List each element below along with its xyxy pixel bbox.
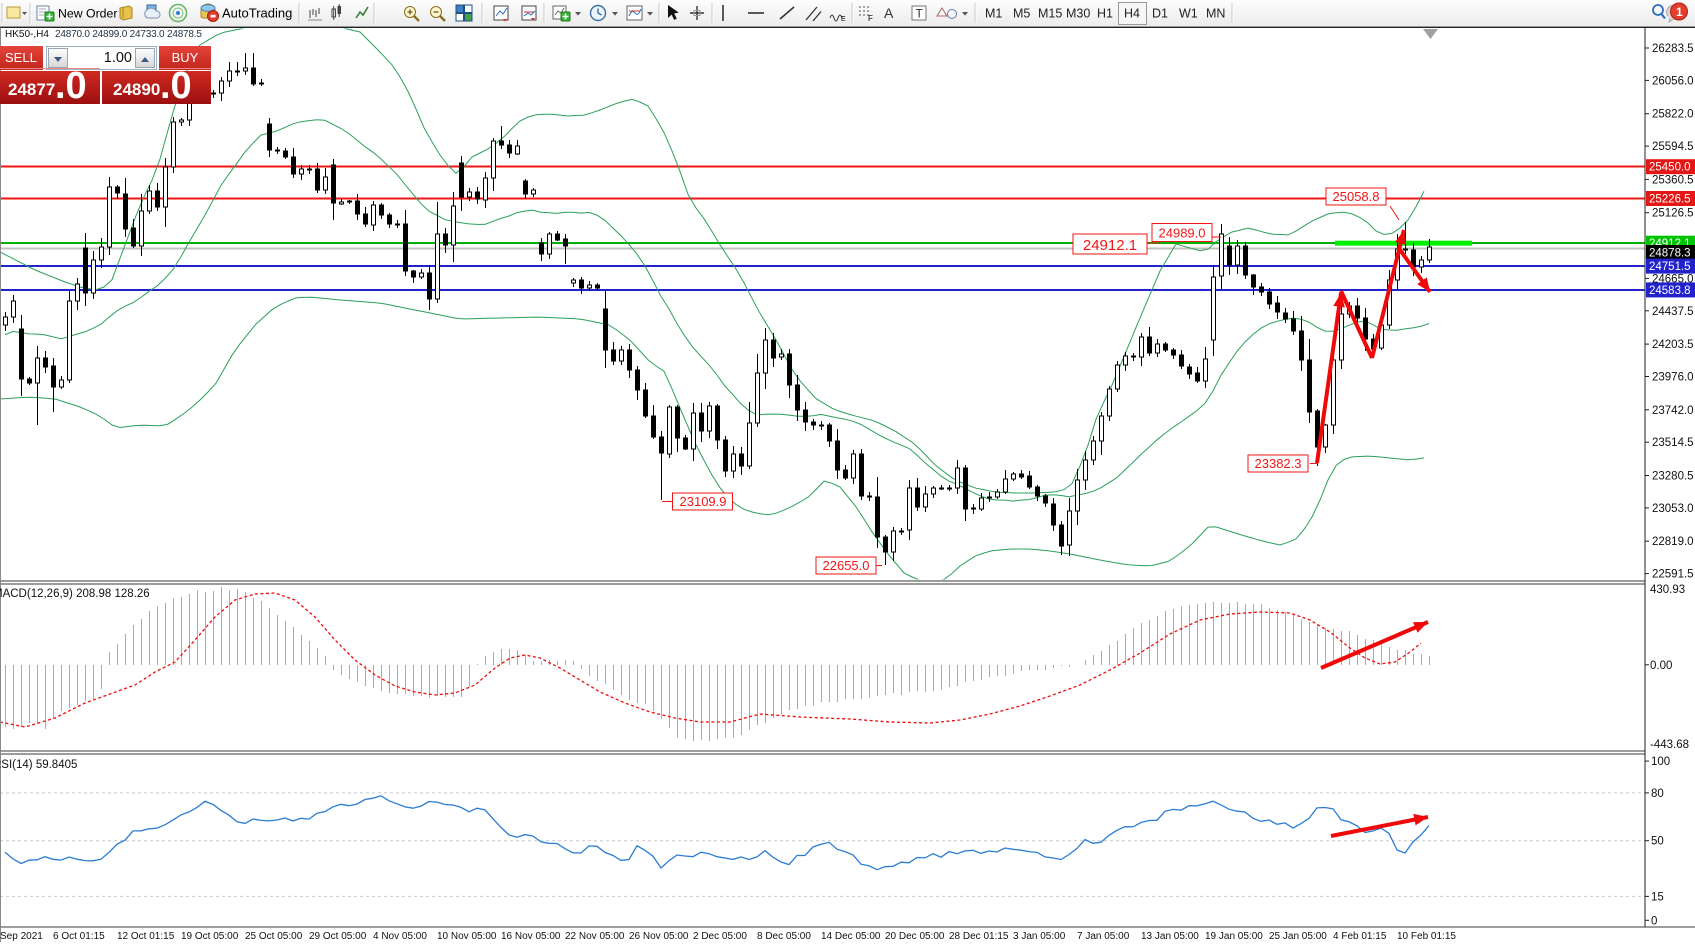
svg-text:25 Jan 05:00: 25 Jan 05:00: [1269, 931, 1327, 942]
svg-text:24878.3: 24878.3: [1649, 248, 1691, 260]
svg-text:22819.0: 22819.0: [1652, 536, 1694, 548]
svg-text:19 Oct 05:00: 19 Oct 05:00: [181, 931, 239, 942]
svg-text:M5: M5: [1013, 7, 1030, 21]
svg-text:M30: M30: [1066, 7, 1090, 21]
svg-text:20 Dec 05:00: 20 Dec 05:00: [885, 931, 945, 942]
svg-text:23280.5: 23280.5: [1652, 471, 1694, 483]
svg-text:M1: M1: [985, 7, 1002, 21]
svg-text:7 Jan 05:00: 7 Jan 05:00: [1077, 931, 1130, 942]
svg-text:3 Jan 05:00: 3 Jan 05:00: [1013, 931, 1066, 942]
svg-text:Sep 2021: Sep 2021: [0, 931, 43, 942]
svg-text:22655.0: 22655.0: [823, 558, 870, 573]
svg-text:19 Jan 05:00: 19 Jan 05:00: [1205, 931, 1263, 942]
svg-text:29 Oct 05:00: 29 Oct 05:00: [309, 931, 367, 942]
svg-text:50: 50: [1651, 836, 1664, 848]
svg-text:E: E: [841, 16, 846, 23]
svg-text:25450.0: 25450.0: [1649, 162, 1691, 174]
svg-text:22 Nov 05:00: 22 Nov 05:00: [565, 931, 625, 942]
svg-text:25058.8: 25058.8: [1333, 189, 1380, 204]
svg-text:H4: H4: [1124, 7, 1140, 21]
svg-text:25360.5: 25360.5: [1652, 174, 1694, 186]
svg-text:25822.0: 25822.0: [1652, 109, 1694, 121]
svg-text:22591.5: 22591.5: [1652, 569, 1694, 581]
svg-text:AutoTrading: AutoTrading: [222, 6, 292, 21]
svg-text:13 Jan 05:00: 13 Jan 05:00: [1141, 931, 1199, 942]
svg-text:23109.9: 23109.9: [680, 494, 727, 509]
svg-text:25226.5: 25226.5: [1649, 194, 1691, 206]
svg-text:W1: W1: [1179, 7, 1198, 21]
svg-text:16 Nov 05:00: 16 Nov 05:00: [501, 931, 561, 942]
svg-text:24989.0: 24989.0: [1159, 226, 1206, 241]
svg-text:M15: M15: [1038, 7, 1062, 21]
svg-text:6 Oct 01:15: 6 Oct 01:15: [53, 931, 105, 942]
svg-text:14 Dec 05:00: 14 Dec 05:00: [821, 931, 881, 942]
svg-text:A: A: [884, 5, 894, 21]
svg-text:-443.68: -443.68: [1650, 739, 1689, 751]
svg-text:25 Oct 05:00: 25 Oct 05:00: [245, 931, 303, 942]
svg-text:MACD(12,26,9) 208.98 128.26: MACD(12,26,9) 208.98 128.26: [0, 588, 150, 600]
svg-text:H1: H1: [1097, 7, 1113, 21]
svg-text:100: 100: [1651, 756, 1670, 768]
svg-text:26 Nov 05:00: 26 Nov 05:00: [629, 931, 689, 942]
svg-text:1: 1: [1676, 5, 1683, 19]
svg-text:23514.5: 23514.5: [1652, 437, 1694, 449]
svg-text:24870.0 24899.0 24733.0 24878.: 24870.0 24899.0 24733.0 24878.5: [55, 29, 202, 40]
svg-text:26283.5: 26283.5: [1652, 43, 1694, 55]
svg-text:2 Dec 05:00: 2 Dec 05:00: [693, 931, 747, 942]
svg-text:12 Oct 01:15: 12 Oct 01:15: [117, 931, 175, 942]
svg-text:23742.0: 23742.0: [1652, 405, 1694, 417]
svg-text:New Order: New Order: [58, 7, 117, 21]
svg-text:24751.5: 24751.5: [1649, 261, 1691, 273]
svg-text:24912.1: 24912.1: [1083, 237, 1137, 254]
svg-text:HK50-,H4: HK50-,H4: [5, 29, 49, 40]
svg-text:10 Feb 01:15: 10 Feb 01:15: [1397, 931, 1456, 942]
svg-text:F: F: [868, 14, 873, 23]
svg-text:8 Dec 05:00: 8 Dec 05:00: [757, 931, 811, 942]
svg-text:10 Nov 05:00: 10 Nov 05:00: [437, 931, 497, 942]
svg-text:25594.5: 25594.5: [1652, 141, 1694, 153]
svg-text:MN: MN: [1206, 7, 1225, 21]
svg-text:23053.0: 23053.0: [1652, 503, 1694, 515]
svg-text:D1: D1: [1152, 7, 1168, 21]
svg-text:0: 0: [1651, 915, 1657, 927]
svg-text:26056.0: 26056.0: [1652, 75, 1694, 87]
svg-text:23976.0: 23976.0: [1652, 372, 1694, 384]
svg-text:RSI(14) 59.8405: RSI(14) 59.8405: [0, 759, 77, 771]
svg-text:4 Feb 01:15: 4 Feb 01:15: [1333, 931, 1387, 942]
svg-text:15: 15: [1651, 891, 1664, 903]
svg-text:24203.5: 24203.5: [1652, 339, 1694, 351]
svg-text:0.00: 0.00: [1650, 660, 1672, 672]
svg-text:4 Nov 05:00: 4 Nov 05:00: [373, 931, 427, 942]
svg-text:24583.8: 24583.8: [1649, 285, 1691, 297]
svg-text:23382.3: 23382.3: [1255, 456, 1302, 471]
svg-text:430.93: 430.93: [1650, 584, 1685, 596]
svg-text:24437.5: 24437.5: [1652, 306, 1694, 318]
svg-text:28 Dec 01:15: 28 Dec 01:15: [949, 931, 1009, 942]
svg-text:25126.5: 25126.5: [1652, 208, 1694, 220]
svg-text:T: T: [916, 7, 924, 21]
svg-text:80: 80: [1651, 788, 1664, 800]
